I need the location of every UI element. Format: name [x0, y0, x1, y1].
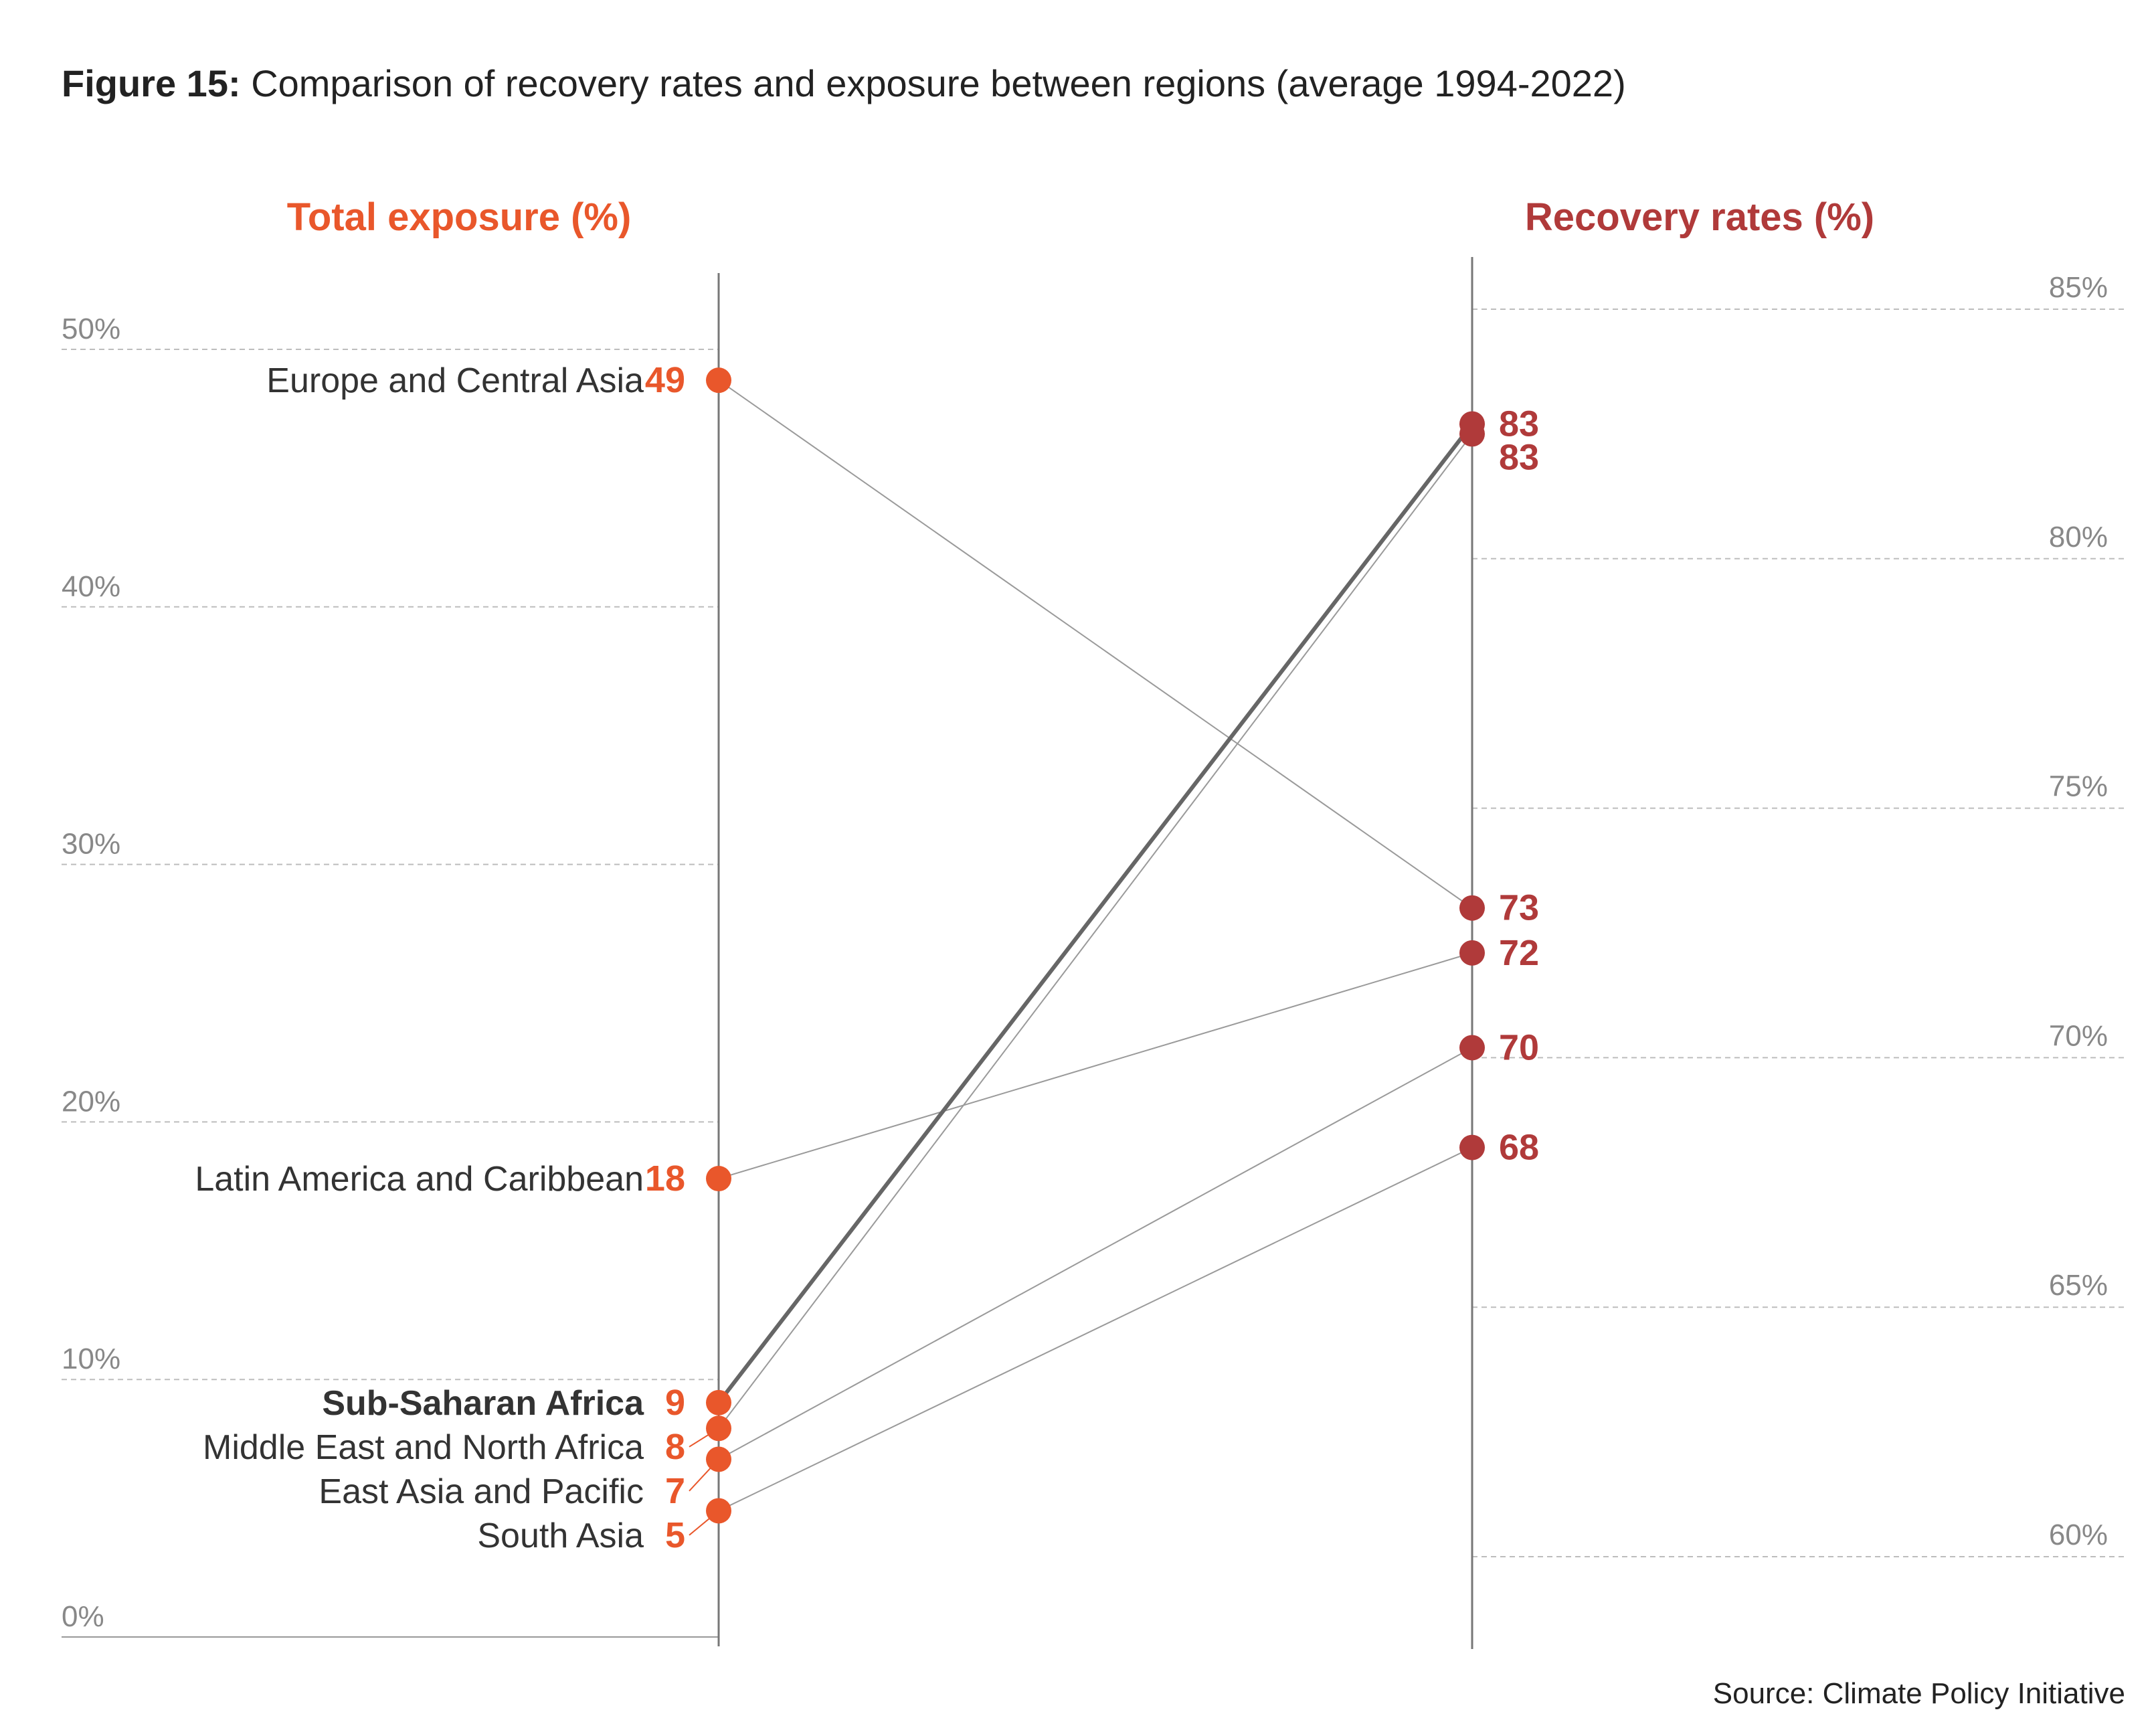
exposure-point [706, 1498, 731, 1524]
recovery-value-label: 73 [1499, 888, 1539, 928]
slope-line [718, 1047, 1473, 1460]
exposure-point [706, 1389, 731, 1415]
region-label: East Asia and Pacific [319, 1472, 644, 1511]
slope-line [718, 379, 1473, 909]
right-tick-label: 65% [2049, 1269, 2108, 1302]
region-label: Middle East and North Africa [203, 1428, 644, 1467]
left-tick-label: 20% [62, 1085, 120, 1118]
left-tick-label: 40% [62, 570, 120, 603]
exposure-value-label: 8 [665, 1427, 685, 1467]
recovery-point [1459, 421, 1485, 447]
right-axis-title: Recovery rates (%) [1525, 195, 1874, 239]
exposure-value-label: 5 [665, 1515, 685, 1555]
recovery-point [1459, 940, 1485, 966]
figure-label: Figure 15: [62, 62, 241, 104]
right-tick-label: 75% [2049, 770, 2108, 803]
slope-line [718, 433, 1473, 1429]
right-tick-label: 80% [2049, 521, 2108, 553]
left-tick-label: 10% [62, 1343, 120, 1375]
recovery-value-label: 83 [1499, 437, 1539, 477]
axes [717, 257, 1473, 1649]
right-tick-label: 70% [2049, 1019, 2108, 1052]
region-label: Europe and Central Asia [266, 361, 644, 400]
recovery-value-label: 70 [1499, 1027, 1539, 1067]
slope-line [717, 422, 1474, 1404]
left-tick-label: 50% [62, 313, 120, 345]
data-labels: Europe and Central Asia 49 Latin America a… [195, 360, 1539, 1555]
recovery-point [1459, 1035, 1485, 1061]
slope-line [718, 1146, 1473, 1512]
exposure-value-label: 9 [665, 1383, 685, 1423]
region-label: Sub-Saharan Africa [322, 1384, 644, 1423]
right-grid: 60% 65% 70% 75% 80% 85% [1472, 271, 2128, 1557]
figure-title: Figure 15: Comparison of recovery rates … [62, 62, 1626, 105]
figure-title-text: Comparison of recovery rates and exposur… [251, 62, 1626, 104]
recovery-value-label: 68 [1499, 1128, 1539, 1168]
right-tick-label: 60% [2049, 1519, 2108, 1551]
data-points [706, 367, 1485, 1524]
exposure-point [706, 1415, 731, 1442]
exposure-value-label: 18 [645, 1158, 685, 1199]
region-label: South Asia [477, 1517, 644, 1555]
left-axis-title: Total exposure (%) [287, 195, 632, 239]
exposure-point [706, 1446, 731, 1472]
exposure-point [706, 367, 731, 394]
slope-lines [717, 379, 1474, 1512]
left-grid: 0% 10% 20% 30% 40% 50% [62, 313, 719, 1638]
exposure-value-label: 49 [645, 360, 685, 400]
slope-line [718, 952, 1473, 1180]
right-tick-label: 85% [2049, 271, 2108, 304]
recovery-value-label: 83 [1499, 404, 1539, 444]
exposure-value-label: 7 [665, 1471, 685, 1511]
recovery-value-label: 72 [1499, 933, 1539, 973]
left-tick-label: 30% [62, 828, 120, 861]
region-label: Latin America and Caribbean [195, 1160, 644, 1199]
source-note: Source: Climate Policy Initiative [1712, 1677, 2125, 1710]
recovery-point [1459, 895, 1485, 921]
exposure-point [706, 1166, 731, 1192]
recovery-point [1459, 1134, 1485, 1160]
left-tick-label: 0% [62, 1600, 104, 1633]
axis-titles: Total exposure (%) Recovery rates (%) [287, 195, 1874, 239]
